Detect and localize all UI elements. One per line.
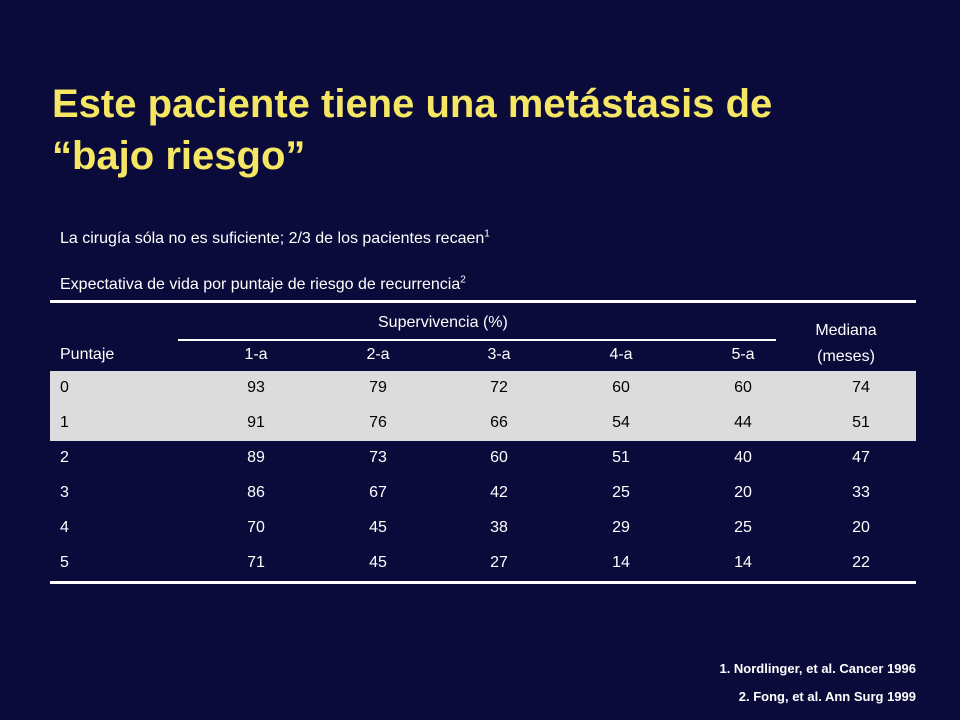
survival-cell: 42 <box>490 484 508 501</box>
median-header: Mediana (meses) <box>786 318 906 370</box>
slide-title: Este paciente tiene una metástasis de “b… <box>52 78 912 182</box>
survival-table: Supervivencia (%) Mediana (meses) Puntaj… <box>50 300 916 584</box>
median-header-line-1: Mediana <box>815 322 877 339</box>
survival-cell: 60 <box>490 449 508 466</box>
table-row: 2 89 73 60 51 40 47 <box>50 441 916 476</box>
survival-cell: 45 <box>369 554 387 571</box>
survival-cell: 25 <box>734 519 752 536</box>
median-cell: 51 <box>852 414 870 431</box>
survival-cell: 86 <box>247 484 265 501</box>
survival-cell: 73 <box>369 449 387 466</box>
table-row: 5 71 45 27 14 14 22 <box>50 546 916 581</box>
median-cell: 20 <box>852 519 870 536</box>
statement-surgery-ref: 1 <box>484 228 490 240</box>
column-header-5a: 5-a <box>731 346 755 363</box>
survival-cell: 14 <box>734 554 752 571</box>
survival-cell: 91 <box>247 414 265 431</box>
survival-cell: 14 <box>612 554 630 571</box>
survival-cell: 29 <box>612 519 630 536</box>
survival-cell: 27 <box>490 554 508 571</box>
median-header-line-2: (meses) <box>817 348 875 365</box>
puntaje-cell: 1 <box>60 414 69 431</box>
puntaje-cell: 0 <box>60 379 69 396</box>
survival-group-header: Supervivencia (%) <box>378 314 508 331</box>
survival-cell: 20 <box>734 484 752 501</box>
survival-cell: 38 <box>490 519 508 536</box>
table-row: 1 91 76 66 54 44 51 <box>50 406 916 441</box>
puntaje-cell: 5 <box>60 554 69 571</box>
statement-surgery: La cirugía sóla no es suficiente; 2/3 de… <box>60 228 490 248</box>
survival-cell: 51 <box>612 449 630 466</box>
statement-surgery-text: La cirugía sóla no es suficiente; 2/3 de… <box>60 230 485 247</box>
reference-1: 1. Nordlinger, et al. Cancer 1996 <box>719 661 916 676</box>
table-bottom-rule <box>50 581 916 584</box>
median-cell: 47 <box>852 449 870 466</box>
survival-cell: 60 <box>734 379 752 396</box>
column-header-3a: 3-a <box>487 346 511 363</box>
table-top-rule <box>50 300 916 303</box>
survival-cell: 25 <box>612 484 630 501</box>
survival-cell: 76 <box>369 414 387 431</box>
puntaje-cell: 2 <box>60 449 69 466</box>
table-row: 3 86 67 42 25 20 33 <box>50 476 916 511</box>
puntaje-cell: 4 <box>60 519 69 536</box>
table-row: 0 93 79 72 60 60 74 <box>50 371 916 406</box>
puntaje-header: Puntaje <box>60 346 115 363</box>
median-cell: 33 <box>852 484 870 501</box>
survival-cell: 79 <box>369 379 387 396</box>
puntaje-cell: 3 <box>60 484 69 501</box>
median-cell: 74 <box>852 379 870 396</box>
survival-cell: 71 <box>247 554 265 571</box>
reference-2: 2. Fong, et al. Ann Surg 1999 <box>738 689 916 704</box>
column-header-1a: 1-a <box>244 346 268 363</box>
survival-group-rule <box>178 339 776 341</box>
survival-cell: 44 <box>734 414 752 431</box>
statement-life-expectancy-text: Expectativa de vida por puntaje de riesg… <box>60 276 461 293</box>
statement-life-expectancy: Expectativa de vida por puntaje de riesg… <box>60 274 466 294</box>
survival-cell: 93 <box>247 379 265 396</box>
title-line-2: “bajo riesgo” <box>52 134 306 178</box>
table-row: 4 70 45 38 29 25 20 <box>50 511 916 546</box>
statement-life-expectancy-ref: 2 <box>460 274 466 286</box>
survival-cell: 60 <box>612 379 630 396</box>
column-header-2a: 2-a <box>366 346 390 363</box>
survival-cell: 89 <box>247 449 265 466</box>
column-header-4a: 4-a <box>609 346 633 363</box>
title-line-1: Este paciente tiene una metástasis de <box>52 82 773 126</box>
median-cell: 22 <box>852 554 870 571</box>
survival-cell: 72 <box>490 379 508 396</box>
survival-cell: 40 <box>734 449 752 466</box>
survival-cell: 45 <box>369 519 387 536</box>
survival-cell: 70 <box>247 519 265 536</box>
survival-cell: 66 <box>490 414 508 431</box>
survival-cell: 67 <box>369 484 387 501</box>
survival-cell: 54 <box>612 414 630 431</box>
